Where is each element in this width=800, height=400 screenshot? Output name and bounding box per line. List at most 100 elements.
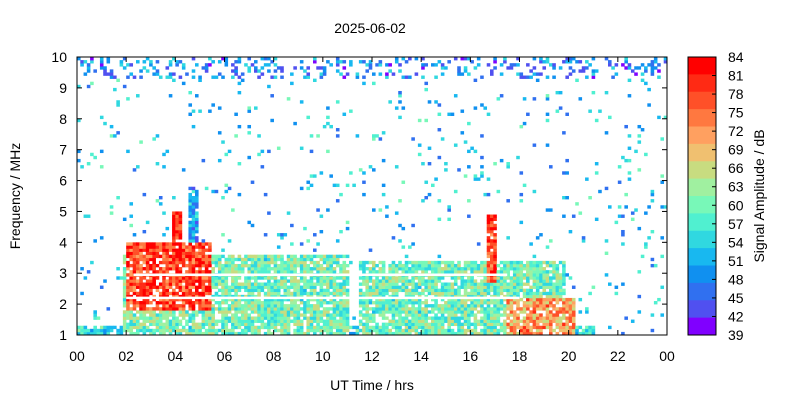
- heatmap-cell: [411, 276, 415, 280]
- heatmap-cell: [650, 66, 655, 70]
- heatmap-cell: [529, 69, 533, 73]
- heatmap-cell: [404, 297, 409, 302]
- heatmap-cell: [604, 239, 609, 243]
- heatmap-cell: [401, 75, 406, 79]
- heatmap-cell: [175, 291, 179, 296]
- heatmap-cell: [539, 307, 543, 311]
- heatmap-cell: [198, 297, 202, 302]
- heatmap-cell: [178, 251, 183, 255]
- heatmap-cell: [483, 307, 488, 311]
- heatmap-cell: [585, 331, 589, 336]
- heatmap-cell: [260, 282, 265, 286]
- heatmap-cell: [473, 78, 478, 83]
- heatmap-cell: [227, 307, 232, 311]
- heatmap-cell: [283, 270, 288, 274]
- heatmap-cell: [434, 288, 438, 293]
- heatmap-cell: [450, 112, 455, 116]
- heatmap-cell: [562, 313, 566, 317]
- heatmap-cell: [191, 279, 196, 283]
- heatmap-cell: [476, 57, 481, 61]
- heatmap-cell: [345, 319, 350, 323]
- heatmap-cell: [532, 270, 537, 274]
- heatmap-cell: [490, 328, 494, 333]
- heatmap-cell: [257, 152, 261, 157]
- heatmap-cell: [227, 297, 232, 302]
- heatmap-cell: [496, 189, 501, 194]
- heatmap-cell: [240, 304, 245, 308]
- heatmap-cell: [624, 192, 628, 197]
- heatmap-cell: [460, 131, 465, 135]
- heatmap-cell: [509, 297, 514, 302]
- heatmap-cell: [496, 263, 501, 268]
- heatmap-cell: [375, 270, 379, 274]
- heatmap-cell: [326, 316, 330, 320]
- heatmap-cell: [634, 208, 638, 212]
- heatmap-cell: [224, 263, 229, 268]
- heatmap-cell: [453, 297, 458, 302]
- heatmap-cell: [168, 72, 173, 76]
- heatmap-cell: [263, 313, 268, 317]
- heatmap-cell: [260, 316, 265, 320]
- heatmap-cell: [506, 288, 510, 293]
- heatmap-cell: [204, 270, 209, 274]
- heatmap-cell: [237, 316, 242, 320]
- heatmap-cell: [549, 239, 553, 243]
- heatmap-cell: [257, 325, 261, 330]
- heatmap-cell: [227, 304, 232, 308]
- heatmap-cell: [316, 208, 320, 212]
- colorbar-tick-label: 57: [728, 216, 744, 232]
- heatmap-cell: [335, 260, 340, 265]
- heatmap-cell: [217, 257, 222, 262]
- heatmap-cell: [630, 69, 635, 73]
- heatmap-cell: [457, 322, 461, 327]
- heatmap-cell: [467, 282, 471, 286]
- heatmap-cell: [204, 248, 209, 252]
- heatmap-cell: [250, 301, 255, 305]
- heatmap-cell: [381, 270, 386, 274]
- heatmap-cell: [286, 316, 291, 320]
- heatmap-cell: [293, 263, 297, 268]
- heatmap-cell: [358, 260, 363, 265]
- heatmap-cell: [440, 267, 445, 271]
- heatmap-cell: [431, 291, 435, 296]
- heatmap-cell: [178, 304, 183, 308]
- heatmap-cell: [404, 294, 409, 299]
- heatmap-cell: [224, 319, 229, 323]
- heatmap-cell: [149, 291, 153, 296]
- heatmap-cell: [319, 66, 324, 70]
- heatmap-cell: [280, 66, 284, 70]
- heatmap-cell: [254, 263, 258, 268]
- heatmap-cell: [227, 267, 232, 271]
- heatmap-cell: [388, 319, 392, 323]
- heatmap-cell: [191, 196, 196, 200]
- heatmap-cell: [519, 199, 524, 203]
- heatmap-cell: [476, 288, 481, 293]
- heatmap-cell: [424, 270, 429, 274]
- heatmap-cell: [306, 310, 311, 314]
- heatmap-cell: [273, 75, 278, 79]
- heatmap-cell: [388, 263, 392, 268]
- heatmap-cell: [342, 331, 347, 336]
- heatmap-cell: [263, 304, 268, 308]
- heatmap-cell: [372, 263, 376, 268]
- heatmap-cell: [408, 325, 412, 330]
- heatmap-cell: [195, 270, 199, 274]
- heatmap-cell: [198, 75, 202, 79]
- heatmap-cell: [221, 267, 225, 271]
- heatmap-cell: [309, 267, 314, 271]
- heatmap-cell: [335, 313, 340, 317]
- heatmap-cell: [122, 325, 127, 330]
- heatmap-cell: [263, 270, 268, 274]
- heatmap-cell: [434, 285, 438, 289]
- heatmap-cell: [375, 310, 379, 314]
- heatmap-cell: [221, 263, 225, 268]
- x-tick-label: 16: [463, 348, 479, 364]
- heatmap-cell: [132, 285, 137, 289]
- heatmap-cell: [339, 60, 343, 64]
- heatmap-cell: [270, 313, 274, 317]
- heatmap-cell: [362, 267, 366, 271]
- heatmap-cell: [358, 319, 363, 323]
- heatmap-cell: [339, 267, 343, 271]
- heatmap-cell: [637, 168, 642, 172]
- heatmap-cell: [86, 66, 91, 70]
